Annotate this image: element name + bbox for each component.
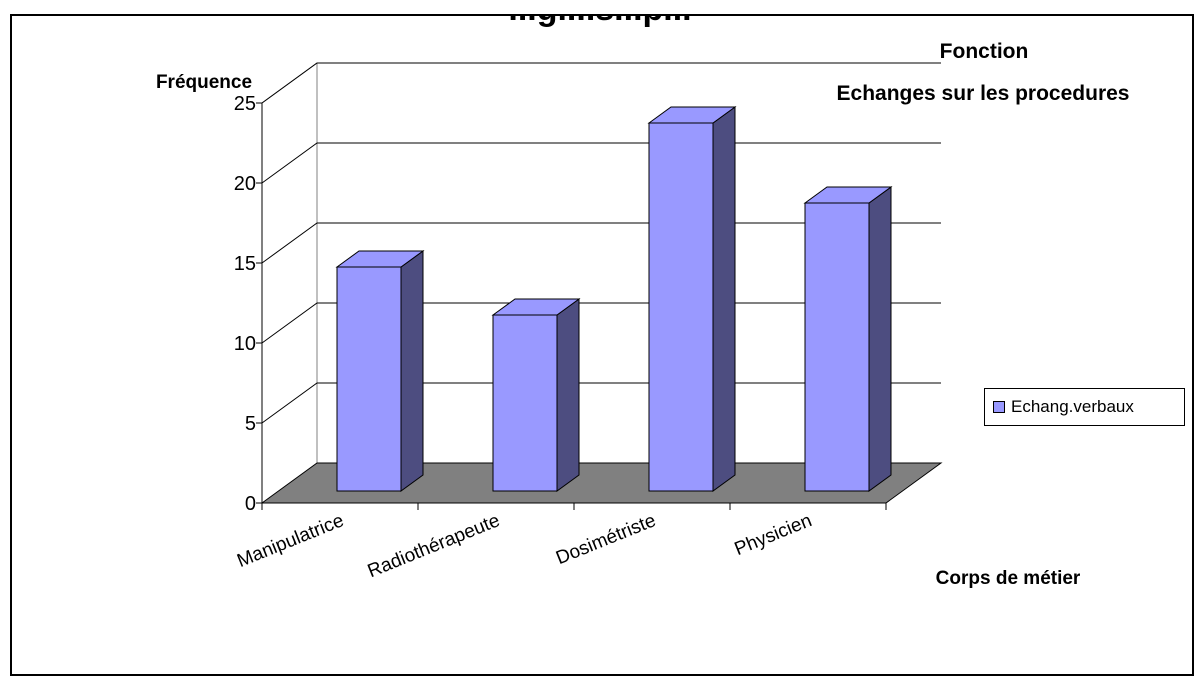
legend-label: Echang.verbaux bbox=[1011, 397, 1134, 416]
bar-side bbox=[712, 106, 736, 492]
x-tick-label: Radiothérapeute bbox=[365, 510, 503, 582]
chart-title: Fonction bbox=[940, 40, 1029, 63]
chart-subtitle: Echanges sur les procedures bbox=[837, 82, 1130, 105]
bar bbox=[647, 106, 737, 492]
bar bbox=[491, 298, 581, 492]
y-tick-label: 0 bbox=[245, 493, 256, 515]
chart-walls bbox=[261, 62, 318, 503]
y-tick-label: 20 bbox=[234, 173, 256, 195]
bar-front bbox=[336, 266, 402, 492]
side-wall-edge bbox=[261, 62, 318, 503]
bar-side bbox=[400, 250, 424, 492]
bar-front bbox=[804, 202, 870, 492]
y-tick-label: 5 bbox=[245, 413, 256, 435]
bar bbox=[335, 250, 425, 492]
x-tick-label: Dosimétriste bbox=[553, 510, 659, 569]
bar-side bbox=[556, 298, 580, 492]
legend-swatch bbox=[993, 401, 1005, 413]
chart-frame bbox=[10, 14, 1194, 676]
y-tick-label: 15 bbox=[234, 253, 256, 275]
x-tick-label: Manipulatrice bbox=[234, 510, 347, 572]
bar-front bbox=[492, 314, 558, 492]
x-axis-label: Corps de métier bbox=[936, 568, 1081, 589]
gridline bbox=[261, 142, 941, 184]
bar-side bbox=[868, 186, 892, 492]
x-tick-labels: Manipulatrice Radiothérapeute Dosimétriste… bbox=[234, 510, 815, 582]
y-tick-label: 10 bbox=[234, 333, 256, 355]
axes bbox=[256, 102, 887, 510]
x-tick-label: Physicien bbox=[732, 510, 815, 560]
bar-front bbox=[648, 122, 714, 492]
y-tick-label: 25 bbox=[234, 93, 256, 115]
bars bbox=[335, 106, 893, 492]
y-tick-labels: 0 5 10 15 20 25 bbox=[234, 93, 256, 515]
y-axis-label: Fréquence bbox=[156, 72, 252, 93]
gridline bbox=[261, 62, 941, 104]
legend: Echang.verbaux bbox=[984, 388, 1185, 426]
bar bbox=[803, 186, 893, 492]
